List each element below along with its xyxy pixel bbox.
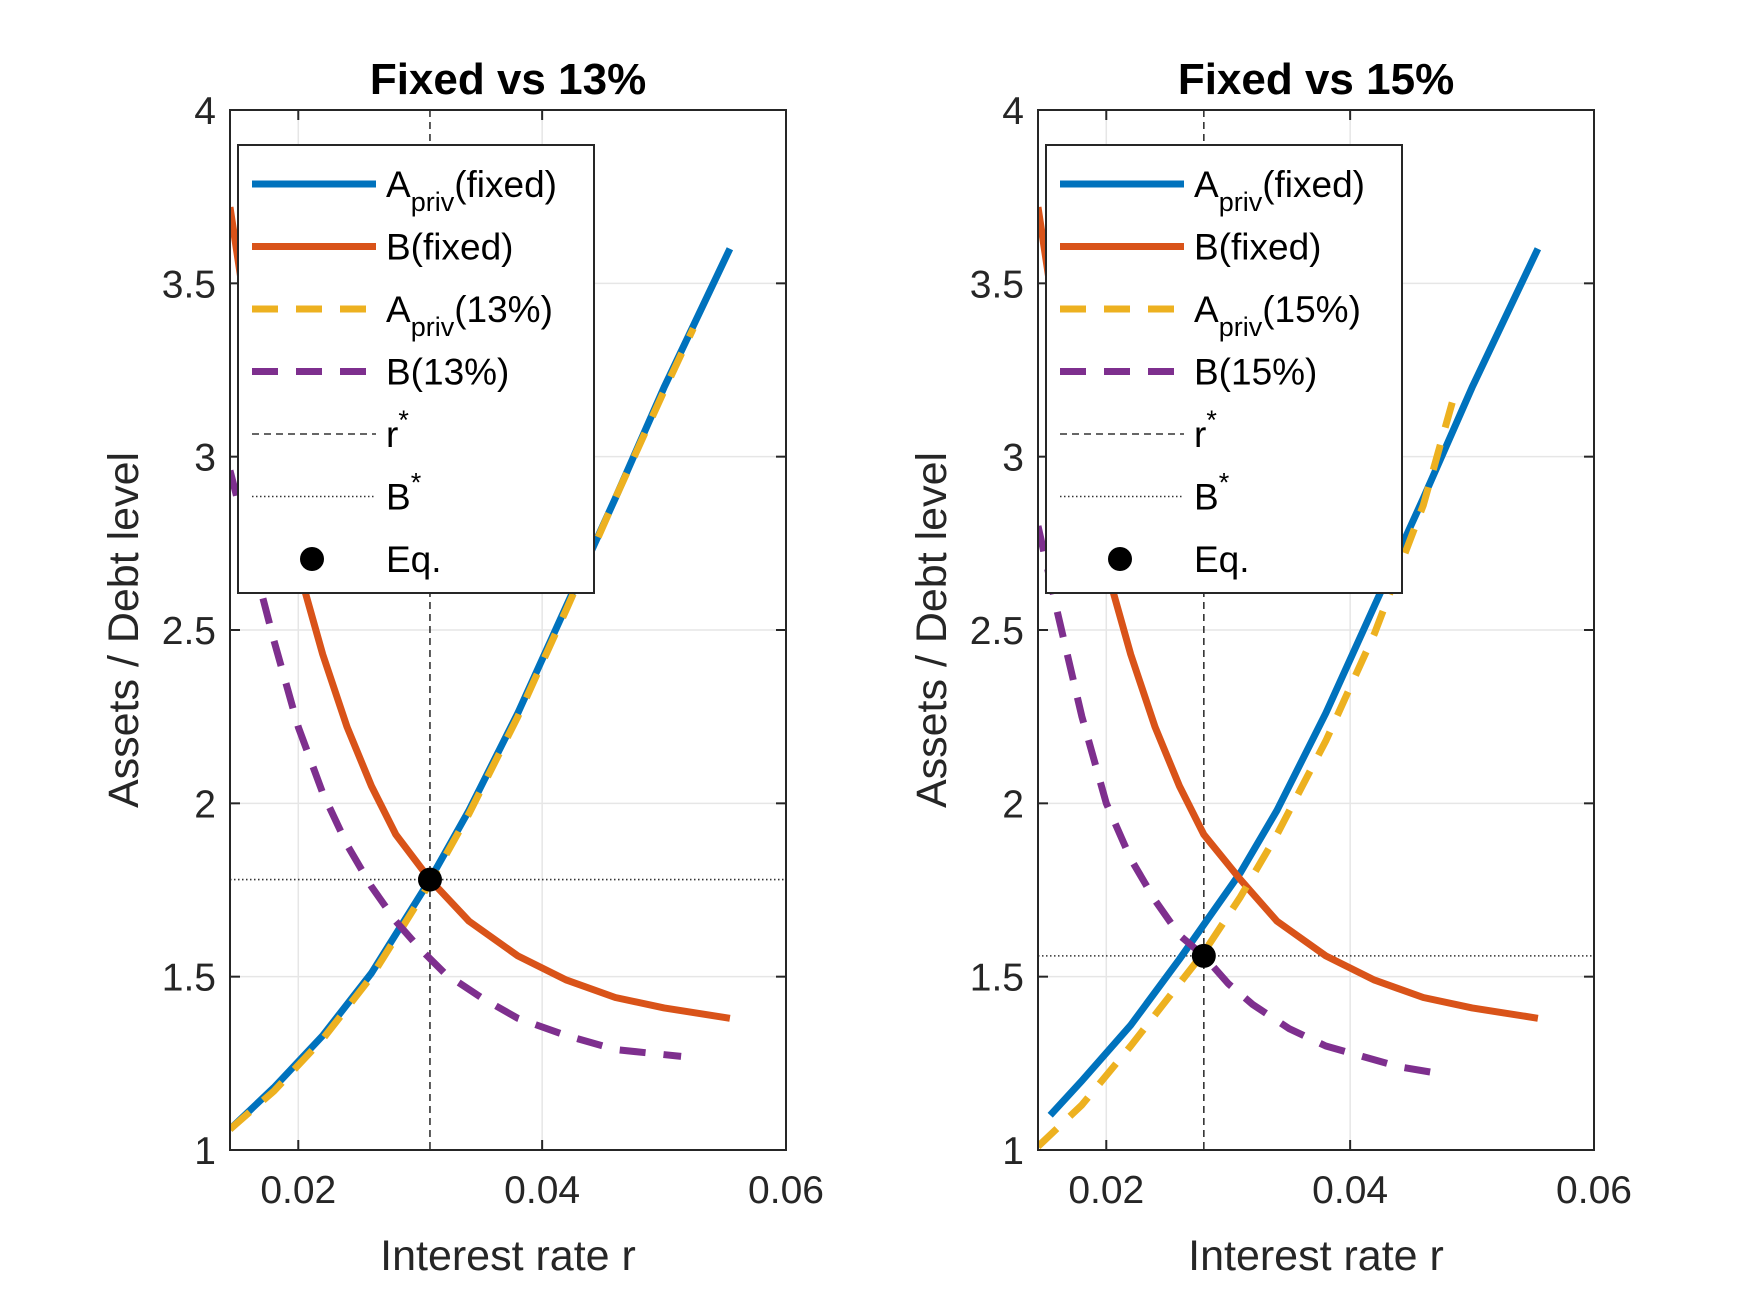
y-tick-label: 2.5 — [970, 610, 1024, 653]
y-tick-label: 4 — [194, 90, 216, 133]
y-tick-label: 4 — [1002, 90, 1024, 133]
chart-title: Fixed vs 13% — [370, 55, 646, 104]
legend-label: B* — [386, 468, 422, 518]
legend-label-main: B(fixed) — [386, 227, 513, 268]
legend-label-subscript: priv — [1219, 187, 1263, 217]
legend-label-main: A — [386, 289, 411, 330]
legend-label: Apriv(fixed) — [1194, 164, 1365, 217]
series-line-alt_assets — [230, 326, 697, 1132]
legend-label-main: B(13%) — [386, 352, 509, 393]
legend-label-main: r — [386, 414, 398, 455]
equilibrium-point — [1191, 943, 1216, 968]
series-line-fixed_assets — [1047, 247, 1542, 1118]
y-tick-label: 1.5 — [970, 957, 1024, 1000]
legend-label: B(fixed) — [1194, 227, 1321, 268]
y-axis-label: Assets / Debt level — [908, 452, 956, 808]
legend-label-main: B(15%) — [1194, 352, 1317, 393]
legend-swatch-marker — [300, 547, 324, 571]
y-tick-label: 3.5 — [970, 263, 1024, 306]
legend-label: B(15%) — [1194, 352, 1317, 393]
legend-label-main: A — [1194, 289, 1219, 330]
legend-label: Apriv(fixed) — [386, 164, 557, 217]
legend-label-main: B — [386, 477, 411, 518]
legend-label-main: A — [1194, 164, 1219, 205]
chart-title: Fixed vs 15% — [1178, 55, 1454, 104]
y-tick-label: 2.5 — [162, 610, 216, 653]
legend-label-subscript: priv — [1219, 312, 1263, 342]
equilibrium-point — [417, 867, 442, 892]
series-line-alt_debt — [230, 469, 682, 1060]
legend-label-superscript: * — [411, 468, 422, 498]
legend-swatch-marker — [1108, 547, 1132, 571]
x-axis-label: Interest rate r — [1188, 1232, 1444, 1280]
legend-label: B(13%) — [386, 352, 509, 393]
legend: Apriv(fixed)B(fixed)Apriv(13%)B(13%)r*B*… — [237, 144, 595, 594]
y-tick-label: 3 — [194, 437, 216, 480]
x-tick-label: 0.06 — [748, 1169, 824, 1212]
x-tick-label: 0.06 — [1556, 1169, 1632, 1212]
legend-label: r* — [1194, 405, 1217, 455]
legend-label: Eq. — [386, 539, 442, 580]
legend-label-superscript: * — [1206, 405, 1217, 435]
legend-label-suffix: (fixed) — [454, 164, 557, 205]
chart-panel-1: 0.02 0.04 0.06 1 1.5 2 2.5 3 3.5 4 Fixed vs 13% Int… — [100, 55, 824, 1280]
y-axis-label: Assets / Debt level — [100, 452, 148, 808]
legend-label-main: Eq. — [1194, 539, 1250, 580]
x-tick-label: 0.04 — [1312, 1169, 1388, 1212]
y-tick-label: 3.5 — [162, 263, 216, 306]
legend-label: Eq. — [1194, 539, 1250, 580]
x-tick-label: 0.02 — [1068, 1169, 1144, 1212]
y-tick-label: 1.5 — [162, 957, 216, 1000]
legend-label-subscript: priv — [411, 312, 455, 342]
y-tick-label: 2 — [1002, 783, 1024, 826]
legend-label: B* — [1194, 468, 1230, 518]
series-line-alt_debt — [1038, 525, 1441, 1078]
legend-label-superscript: * — [1219, 468, 1230, 498]
legend-label-main: B — [1194, 477, 1219, 518]
legend-label: Apriv(13%) — [386, 289, 553, 342]
x-tick-label: 0.02 — [260, 1169, 336, 1212]
legend-label: Apriv(15%) — [1194, 289, 1361, 342]
legend-label-superscript: * — [398, 405, 409, 435]
legend-label-main: r — [1194, 414, 1206, 455]
legend-label-suffix: (13%) — [454, 289, 553, 330]
legend-label-suffix: (15%) — [1262, 289, 1361, 330]
legend-label-main: B(fixed) — [1194, 227, 1321, 268]
legend-label-subscript: priv — [411, 187, 455, 217]
y-tick-label: 2 — [194, 783, 216, 826]
y-tick-label: 1 — [194, 1130, 216, 1173]
legend-label-main: A — [386, 164, 411, 205]
legend-label: r* — [386, 405, 409, 455]
y-tick-label: 3 — [1002, 437, 1024, 480]
legend: Apriv(fixed)B(fixed)Apriv(15%)B(15%)r*B*… — [1045, 144, 1403, 594]
chart-panel-2: 0.02 0.04 0.06 1 1.5 2 2.5 3 3.5 4 Fixed vs 15% Int… — [908, 55, 1632, 1280]
x-axis-label: Interest rate r — [380, 1232, 636, 1280]
x-tick-label: 0.04 — [504, 1169, 580, 1212]
legend-label-suffix: (fixed) — [1262, 164, 1365, 205]
legend-label: B(fixed) — [386, 227, 513, 268]
legend-label-main: Eq. — [386, 539, 442, 580]
y-tick-label: 1 — [1002, 1130, 1024, 1173]
